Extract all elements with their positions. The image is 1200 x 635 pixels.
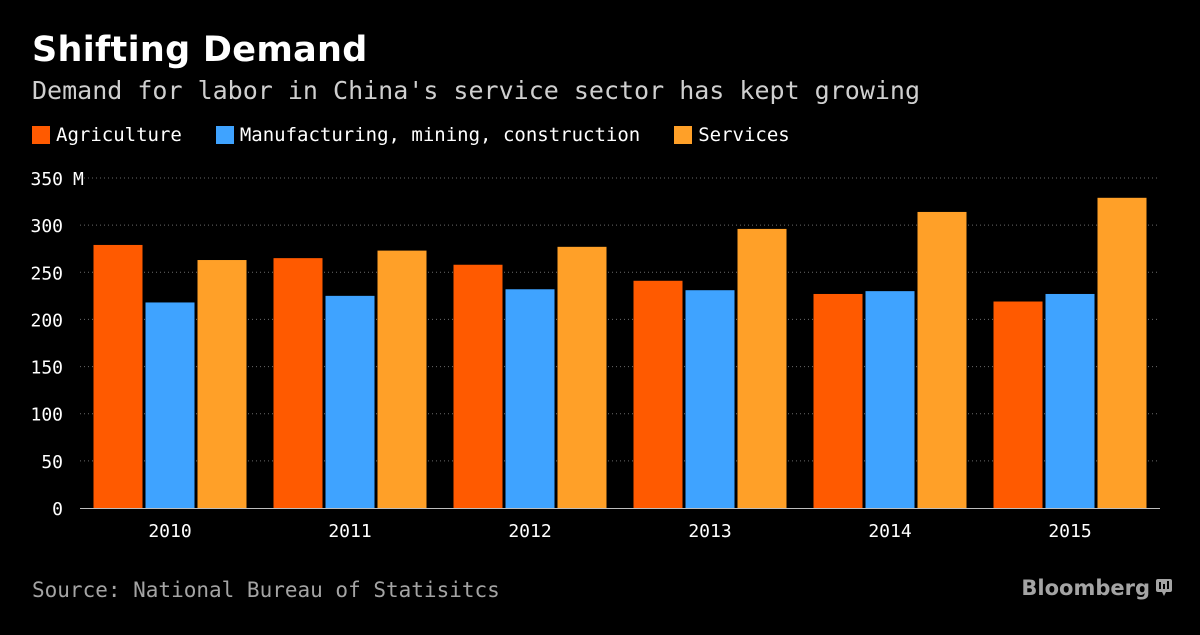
brand-name: Bloomberg <box>1021 576 1150 600</box>
chart-title: Shifting Demand <box>32 30 368 70</box>
x-tick-label: 2015 <box>1048 521 1091 542</box>
bar <box>917 211 967 508</box>
bar <box>273 258 323 508</box>
bar <box>453 264 503 508</box>
bar <box>505 289 555 508</box>
bar <box>377 250 427 508</box>
bar <box>93 244 143 508</box>
bar <box>865 291 915 508</box>
bar <box>325 295 375 508</box>
y-tick-label: 350 <box>30 169 63 190</box>
legend-label-manufacturing: Manufacturing, mining, construction <box>239 124 641 146</box>
bar <box>737 228 787 508</box>
x-tick-label: 2013 <box>688 521 731 542</box>
source-note: Source: National Bureau of Statisitcs <box>32 578 500 602</box>
bar <box>633 280 683 508</box>
legend-label-services: Services <box>698 124 790 146</box>
bar <box>1045 293 1095 508</box>
bar <box>557 246 607 509</box>
y-tick-label: 250 <box>30 263 63 284</box>
y-tick-label: 0 <box>52 499 63 520</box>
legend-label-agriculture: Agriculture <box>56 124 182 146</box>
legend-swatch-agriculture <box>32 126 50 144</box>
bar <box>197 260 247 508</box>
legend-item-agriculture: Agriculture <box>32 124 182 146</box>
bar <box>1097 197 1147 509</box>
y-tick-label: 300 <box>30 216 63 237</box>
y-tick-label: 200 <box>30 310 63 331</box>
x-tick-label: 2011 <box>328 521 371 542</box>
bloomberg-terminal-icon <box>1156 579 1172 596</box>
bar <box>685 290 735 508</box>
bar <box>993 301 1043 508</box>
brand-logo: Bloomberg <box>1021 576 1172 600</box>
bar <box>145 302 195 508</box>
x-tick-label: 2010 <box>148 521 191 542</box>
legend-item-services: Services <box>674 124 790 146</box>
y-tick-label: 100 <box>30 405 63 426</box>
legend: Agriculture Manufacturing, mining, const… <box>32 122 824 148</box>
legend-swatch-manufacturing <box>215 126 234 144</box>
y-tick-label: 150 <box>30 358 63 379</box>
x-tick-label: 2014 <box>868 521 911 542</box>
legend-swatch-services <box>674 126 693 144</box>
y-tick-label: 50 <box>41 452 63 473</box>
legend-item-manufacturing: Manufacturing, mining, construction <box>215 124 641 146</box>
y-unit-label: M <box>73 169 84 190</box>
x-tick-label: 2012 <box>508 521 551 542</box>
chart-subtitle: Demand for labor in China's service sect… <box>32 76 921 105</box>
bar <box>813 293 863 508</box>
